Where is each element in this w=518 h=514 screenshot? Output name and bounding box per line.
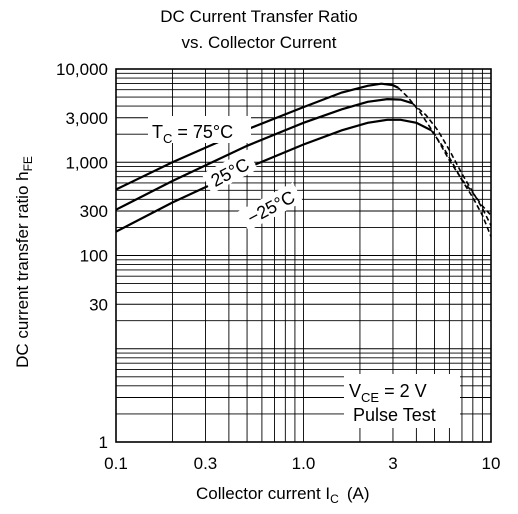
y-tick-label: 3,000 xyxy=(65,109,108,128)
series-label-25c-group: 25°C xyxy=(201,149,258,194)
y-axis-label: DC current transfer ratio hFE xyxy=(13,156,35,368)
x-tick-label: 10 xyxy=(482,454,501,473)
y-axis-label-subscript: FE xyxy=(21,156,35,172)
x-tick-label: 1.0 xyxy=(292,454,316,473)
series-label-75c-bg xyxy=(148,116,251,143)
x-tick-label: 0.3 xyxy=(194,454,218,473)
annotation-bg xyxy=(344,374,460,428)
series-label-minus25c: −25°C xyxy=(244,187,298,228)
grid-lines xyxy=(116,69,491,442)
annotation-vce: VCE = 2 V xyxy=(349,381,427,405)
series-label-minus25c-group: −25°C xyxy=(238,182,304,231)
y-tick-label: 100 xyxy=(80,247,108,266)
series-label-25c-bg xyxy=(201,149,258,194)
y-tick-label: 300 xyxy=(80,202,108,221)
series-line-minus25c-dashed xyxy=(430,129,492,237)
chart-subtitle: vs. Collector Current xyxy=(181,33,337,52)
x-axis-label-subscript: C xyxy=(330,492,339,506)
series-line-75c-solid xyxy=(115,82,399,191)
series-line-25c-dashed xyxy=(411,102,492,226)
y-tick-label: 1 xyxy=(99,433,108,452)
y-tick-label: 30 xyxy=(89,295,108,314)
series-line-75c-dashed xyxy=(397,87,492,216)
x-axis-label-text: Collector current I xyxy=(196,484,331,503)
series-label-75c: TC = 75°C xyxy=(152,122,233,146)
annotation-pulse-test: Pulse Test xyxy=(353,405,436,425)
plot-frame xyxy=(115,68,492,443)
y-axis-label-text: DC current transfer ratio h xyxy=(13,171,32,368)
y-tick-label: 1,000 xyxy=(65,153,108,172)
x-tick-label: 0.1 xyxy=(104,454,128,473)
x-tick-label: 3 xyxy=(388,454,397,473)
chart-title: DC Current Transfer Ratio xyxy=(160,7,358,26)
series-label-minus25c-bg xyxy=(238,182,304,231)
x-axis-label: Collector current IC (A) xyxy=(196,484,370,506)
series-line-25c-solid xyxy=(115,97,413,211)
x-axis-label-unit: (A) xyxy=(346,484,370,503)
y-tick-label: 10,000 xyxy=(56,60,108,79)
